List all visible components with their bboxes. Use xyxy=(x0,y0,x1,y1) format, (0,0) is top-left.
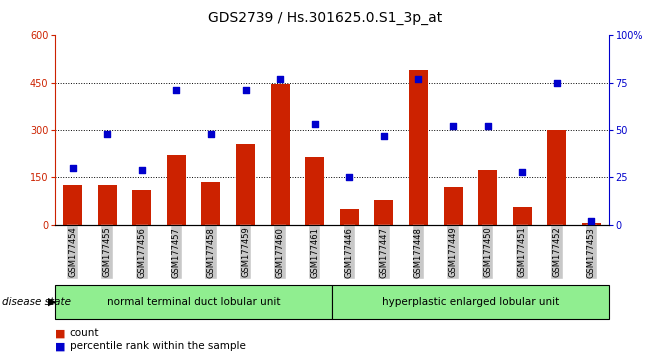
Text: GSM177458: GSM177458 xyxy=(206,227,215,278)
Point xyxy=(206,131,216,137)
Text: GSM177450: GSM177450 xyxy=(483,227,492,278)
Bar xyxy=(409,70,428,225)
Bar xyxy=(478,170,497,225)
Text: ■: ■ xyxy=(55,329,66,338)
Text: GSM177446: GSM177446 xyxy=(345,227,353,278)
Text: ▶: ▶ xyxy=(48,297,56,307)
Text: ■: ■ xyxy=(55,341,66,351)
Point xyxy=(413,76,424,82)
Bar xyxy=(443,187,463,225)
Bar xyxy=(332,285,609,319)
Text: GSM177452: GSM177452 xyxy=(552,227,561,278)
Text: GSM177454: GSM177454 xyxy=(68,227,77,278)
Text: percentile rank within the sample: percentile rank within the sample xyxy=(70,341,245,351)
Text: GSM177449: GSM177449 xyxy=(449,227,458,278)
Point xyxy=(137,167,147,173)
Bar xyxy=(236,144,255,225)
Text: hyperplastic enlarged lobular unit: hyperplastic enlarged lobular unit xyxy=(381,297,559,307)
Point xyxy=(482,124,493,129)
Bar xyxy=(374,200,393,225)
Text: GSM177455: GSM177455 xyxy=(103,227,112,278)
Point xyxy=(240,87,251,93)
Bar xyxy=(201,182,221,225)
Bar xyxy=(547,130,566,225)
Text: GSM177447: GSM177447 xyxy=(380,227,389,278)
Bar xyxy=(132,190,151,225)
Text: GDS2739 / Hs.301625.0.S1_3p_at: GDS2739 / Hs.301625.0.S1_3p_at xyxy=(208,11,443,25)
Text: normal terminal duct lobular unit: normal terminal duct lobular unit xyxy=(107,297,281,307)
Point xyxy=(309,121,320,127)
Point xyxy=(275,76,285,82)
Bar xyxy=(98,185,117,225)
Bar xyxy=(340,209,359,225)
Point xyxy=(379,133,389,139)
Text: disease state: disease state xyxy=(2,297,71,307)
Point xyxy=(344,175,355,180)
Bar xyxy=(513,207,532,225)
Bar xyxy=(167,155,186,225)
Point xyxy=(517,169,527,175)
Bar xyxy=(305,157,324,225)
Bar xyxy=(271,84,290,225)
Point xyxy=(68,165,78,171)
Point xyxy=(551,80,562,86)
Point xyxy=(448,124,458,129)
Point xyxy=(171,87,182,93)
Text: GSM177461: GSM177461 xyxy=(311,227,319,278)
Text: GSM177451: GSM177451 xyxy=(518,227,527,278)
Bar xyxy=(582,223,601,225)
Text: GSM177448: GSM177448 xyxy=(414,227,423,278)
Point xyxy=(586,218,596,224)
Bar xyxy=(63,185,82,225)
Text: GSM177453: GSM177453 xyxy=(587,227,596,278)
Text: GSM177456: GSM177456 xyxy=(137,227,146,278)
Text: GSM177459: GSM177459 xyxy=(241,227,250,278)
Point xyxy=(102,131,113,137)
Bar xyxy=(55,285,332,319)
Text: count: count xyxy=(70,329,99,338)
Text: GSM177457: GSM177457 xyxy=(172,227,181,278)
Text: GSM177460: GSM177460 xyxy=(275,227,284,278)
